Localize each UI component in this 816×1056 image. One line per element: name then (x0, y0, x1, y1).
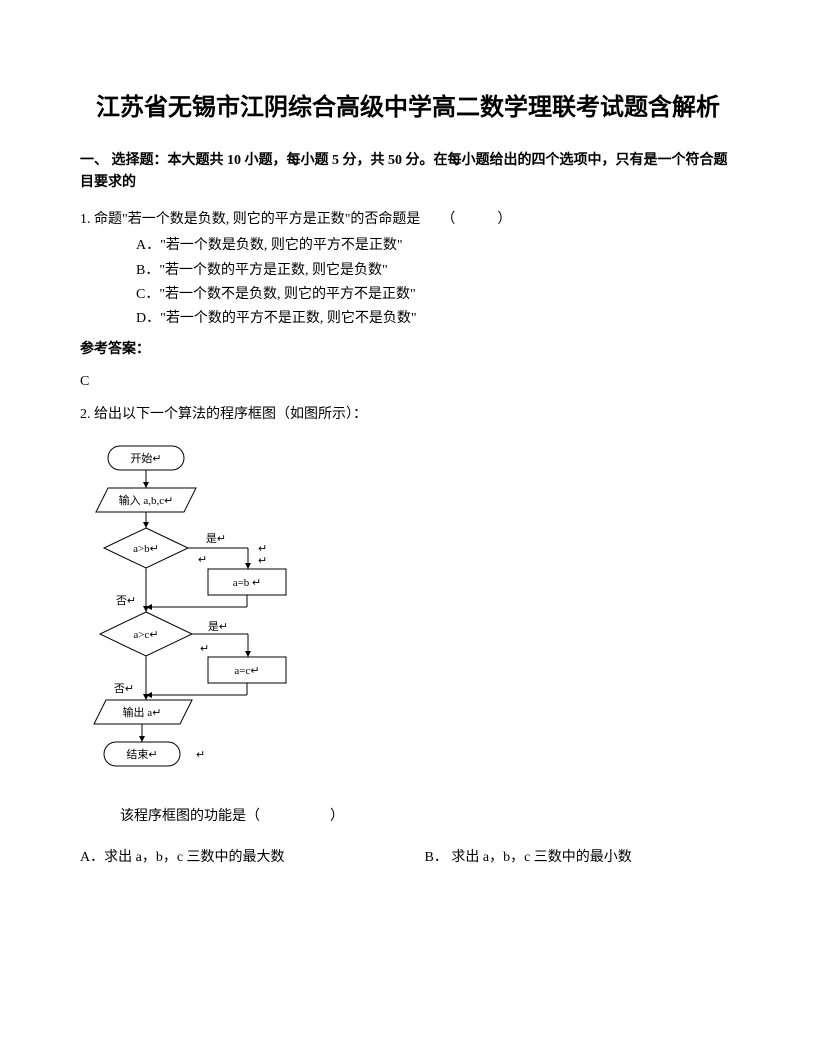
svg-text:↵: ↵ (258, 555, 267, 567)
svg-text:↵: ↵ (198, 554, 207, 566)
svg-text:↵: ↵ (200, 643, 209, 655)
q2-flowchart: 开始↵ 输入 a,b,c↵ a>b↵ ↵ 是↵ ↵ ↵ a=b ↵ 否↵ a>c… (88, 444, 348, 792)
svg-text:开始↵: 开始↵ (130, 451, 161, 465)
svg-text:是↵: 是↵ (208, 620, 228, 633)
svg-text:a=c↵: a=c↵ (234, 665, 259, 677)
svg-text:否↵: 否↵ (116, 595, 136, 607)
exam-title: 江苏省无锡市江阴综合高级中学高二数学理联考试题含解析 (80, 90, 736, 126)
q1-option-a: A．"若一个数是负数, 则它的平方不是正数" (136, 235, 736, 257)
question-2: 2. 给出以下一个算法的程序框图（如图所示）： (80, 404, 736, 426)
q1-stem: 1. 命题"若一个数是负数, 则它的平方是正数"的否命题是 （ ） (80, 209, 736, 231)
question-1: 1. 命题"若一个数是负数, 则它的平方是正数"的否命题是 （ ） A．"若一个… (80, 209, 736, 331)
svg-text:是↵: 是↵ (206, 532, 226, 545)
q2-options-row: A．求出 a，b，c 三数中的最大数 B． 求出 a，b，c 三数中的最小数 (80, 847, 736, 869)
q1-option-b: B．"若一个数的平方是正数, 则它是负数" (136, 260, 736, 282)
svg-text:↵: ↵ (196, 749, 205, 761)
svg-text:输出 a↵: 输出 a↵ (123, 705, 162, 719)
q2-stem: 2. 给出以下一个算法的程序框图（如图所示）： (80, 404, 736, 426)
q1-answer-label: 参考答案： (80, 339, 736, 361)
svg-text:输入 a,b,c↵: 输入 a,b,c↵ (119, 493, 174, 507)
svg-text:a>b↵: a>b↵ (133, 543, 159, 555)
q2-subquestion: 该程序框图的功能是（ ） (120, 806, 736, 828)
svg-text:否↵: 否↵ (114, 683, 134, 695)
section1-header: 一、 选择题：本大题共 10 小题，每小题 5 分，共 50 分。在每小题给出的… (80, 150, 736, 195)
svg-text:↵: ↵ (258, 543, 267, 555)
q1-option-d: D．"若一个数的平方不是正数, 则它不是负数" (136, 308, 736, 330)
q2-option-b: B． 求出 a，b，c 三数中的最小数 (425, 847, 632, 869)
q2-option-a: A．求出 a，b，c 三数中的最大数 (80, 847, 285, 869)
q1-option-c: C．"若一个数不是负数, 则它的平方不是正数" (136, 284, 736, 306)
q1-answer: C (80, 371, 736, 393)
svg-text:a>c↵: a>c↵ (133, 629, 158, 641)
svg-text:a=b ↵: a=b ↵ (233, 577, 262, 589)
svg-text:结束↵: 结束↵ (126, 748, 157, 761)
